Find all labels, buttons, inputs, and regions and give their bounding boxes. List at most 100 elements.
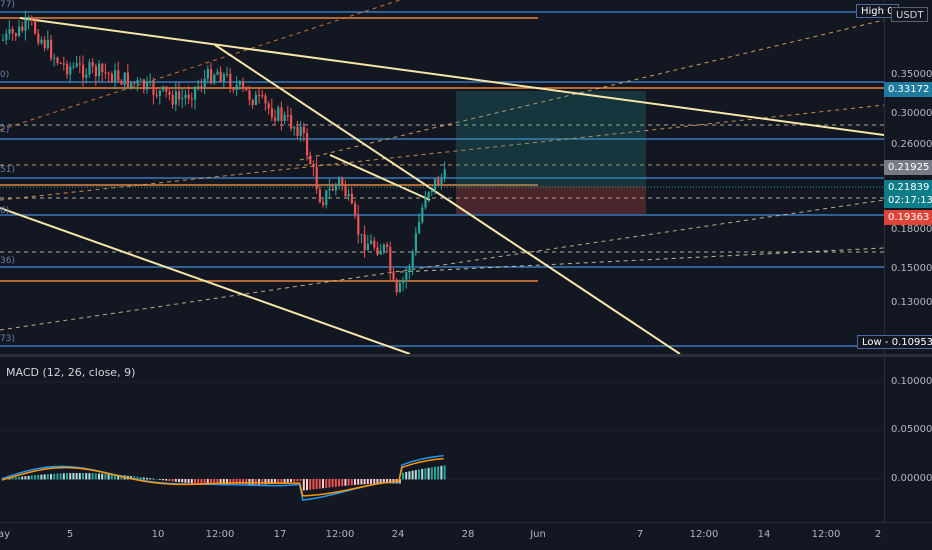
macd-histogram-bar: [117, 474, 120, 480]
profit-zone: [456, 91, 646, 186]
candle-body: [226, 73, 229, 75]
price-scale[interactable]: 0.35000 0.30000 0.26000 0.18000 0.15000 …: [884, 0, 932, 354]
macd-histogram-bar: [318, 479, 321, 489]
candle-body: [194, 86, 197, 100]
macd-histogram-bar: [56, 473, 59, 480]
macd-histogram-bar: [421, 468, 424, 480]
macd-histogram-bar: [94, 473, 97, 480]
macd-histogram-bar: [8, 477, 11, 480]
candle-body: [24, 19, 27, 31]
candle-body: [120, 80, 123, 85]
candle-body: [363, 234, 366, 251]
candle-body: [91, 62, 94, 67]
macd-histogram-bar: [219, 479, 222, 486]
candle-body: [382, 244, 385, 252]
macd-histogram-bar: [414, 470, 417, 480]
candle-body: [46, 39, 49, 49]
candle-body: [296, 127, 299, 136]
macd-histogram-bar: [440, 465, 443, 480]
candle-body: [395, 279, 398, 292]
candle-body: [171, 95, 174, 105]
currency-badge[interactable]: USDT: [891, 7, 929, 22]
macd-histogram-bar: [34, 475, 36, 480]
macd-histogram-bar: [181, 479, 184, 483]
candle-body: [165, 86, 168, 92]
price-tick: 0.30000: [891, 108, 932, 119]
candle-body: [27, 19, 30, 21]
macd-histogram-bar: [216, 479, 219, 486]
candle-body: [72, 66, 75, 68]
candle-body: [50, 39, 53, 59]
candle-body: [158, 90, 161, 96]
candle-body: [306, 133, 309, 156]
macd-histogram-bar: [187, 479, 190, 484]
macd-histogram-bar: [427, 467, 430, 480]
candle-body: [88, 62, 91, 75]
candle-body: [69, 66, 72, 75]
macd-histogram-bar: [286, 479, 289, 483]
candle-body: [101, 63, 104, 73]
macd-histogram-bar: [418, 469, 420, 480]
candle-body: [427, 192, 430, 198]
macd-histogram-bar: [283, 479, 286, 483]
macd-histogram-bar: [110, 474, 113, 480]
macd-histogram-bar: [434, 466, 436, 480]
time-tick: Jun: [530, 529, 546, 540]
macd-histogram-bar: [277, 479, 280, 484]
price-tick: 0.18000: [891, 224, 932, 235]
candle-body: [386, 244, 389, 248]
time-tick: 24: [391, 529, 405, 540]
candle-body: [18, 26, 21, 36]
macd-histogram-bar: [402, 472, 404, 480]
macd-histogram-bar: [264, 479, 267, 485]
macd-tick: 0.10000: [891, 376, 932, 387]
current-price-tag: 0.21839 02:17:13: [884, 180, 932, 208]
candle-body: [325, 190, 328, 205]
macd-histogram-bar: [62, 473, 65, 480]
macd-histogram-bar: [46, 474, 49, 480]
macd-histogram-bar: [88, 473, 91, 480]
pane-separator[interactable]: [0, 354, 932, 357]
candle-body: [261, 95, 264, 97]
macd-histogram-bar: [254, 479, 257, 485]
candle-body: [434, 178, 437, 190]
time-tick: 7: [636, 529, 644, 540]
macd-scale[interactable]: 0.10000 0.05000 0.00000: [884, 357, 932, 522]
candle-body: [376, 247, 379, 255]
candle-body: [187, 94, 190, 99]
candle-body: [232, 88, 235, 90]
macd-histogram-bar: [344, 479, 347, 486]
macd-histogram-bar: [338, 479, 340, 487]
macd-histogram-bar: [325, 479, 328, 488]
candle-body: [126, 72, 129, 88]
macd-histogram-bar: [152, 478, 155, 480]
macd-histogram-bar: [405, 472, 408, 480]
macd-histogram-bar: [203, 479, 206, 485]
macd-histogram-bar: [373, 479, 376, 484]
macd-histogram-bar: [101, 473, 104, 480]
time-scale[interactable]: ay 5 10 12:00 17 12:00 24 28 Jun 7 12:00…: [0, 522, 932, 550]
macd-histogram-bar: [376, 479, 379, 484]
macd-histogram-bar: [165, 479, 168, 481]
macd-canvas[interactable]: [0, 357, 884, 522]
macd-histogram-bar: [354, 479, 356, 485]
candle-body: [82, 64, 85, 78]
candle-body: [299, 126, 302, 136]
macd-histogram-bar: [328, 479, 331, 488]
macd-histogram-bar: [306, 479, 308, 491]
macd-pane[interactable]: [0, 357, 884, 522]
price-chart-pane[interactable]: [0, 0, 884, 354]
macd-histogram-bar: [370, 479, 372, 484]
macd-histogram-bar: [178, 479, 180, 483]
signal-line: [1, 457, 444, 497]
price-tick: 0.13000: [891, 297, 932, 308]
low-label: Low: [862, 337, 882, 348]
macd-histogram-bar: [366, 479, 369, 485]
candle-body: [424, 197, 427, 208]
macd-histogram-bar: [386, 479, 388, 484]
candle-body: [123, 72, 126, 85]
macd-legend[interactable]: MACD (12, 26, close, 9): [6, 366, 136, 379]
macd-histogram-bar: [133, 476, 136, 480]
price-chart-canvas[interactable]: [0, 0, 884, 354]
time-tick: 12:00: [205, 529, 235, 540]
